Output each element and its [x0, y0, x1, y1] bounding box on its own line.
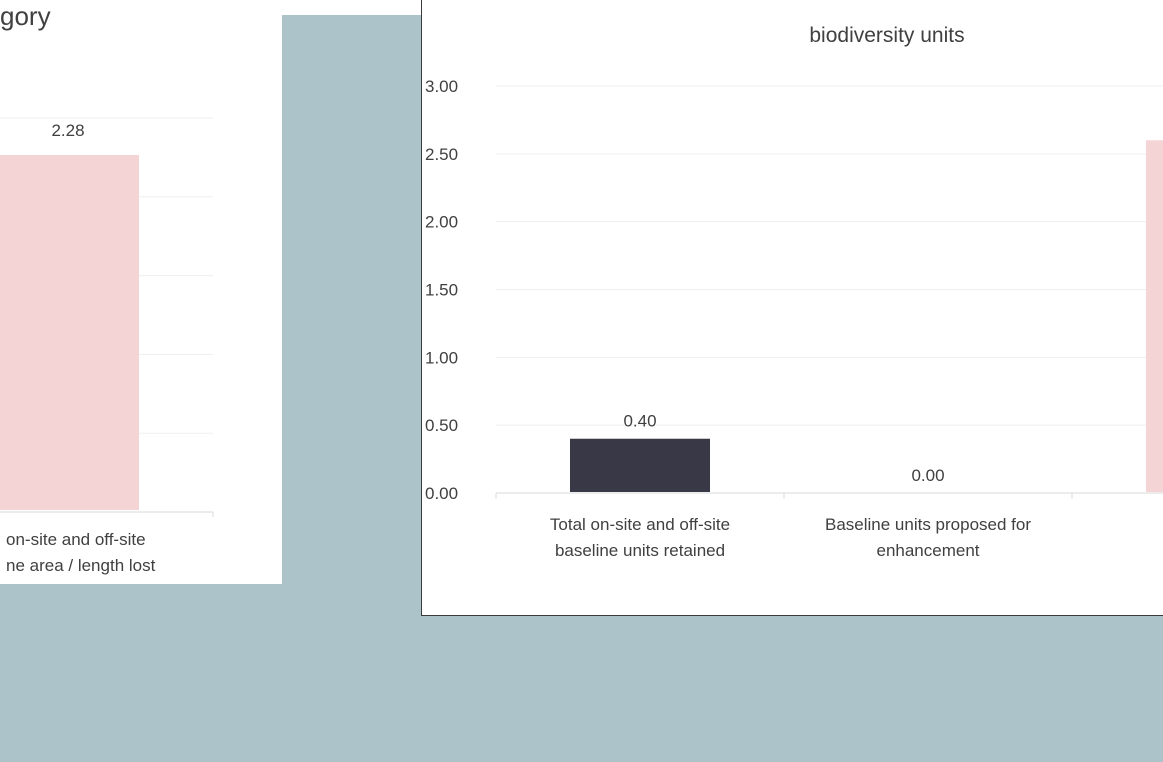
data-label: 2.28 — [51, 121, 84, 140]
chart-title: gory — [0, 1, 51, 31]
left-chart-svg: gory 2.28 on-site and off-site ne area / le… — [0, 1, 214, 575]
bar — [0, 155, 139, 510]
bar — [1146, 140, 1163, 492]
data-label: 0.40 — [623, 412, 656, 431]
y-tick-label: 2.00 — [425, 213, 458, 232]
y-tick-label: 1.50 — [425, 280, 458, 299]
y-tick-label: 0.00 — [425, 484, 458, 503]
y-tick-label: 0.50 — [425, 416, 458, 435]
bar — [570, 438, 710, 492]
x-tick-label: Total on-site and off-site — [550, 515, 730, 534]
x-tick-label: on-site and off-site — [6, 530, 146, 549]
y-tick-label: 1.00 — [425, 348, 458, 367]
right-chart-panel: biodiversity units 0.00 0.50 1.00 1.50 2.00 2.… — [421, 0, 1163, 616]
left-chart-panel: gory 2.28 on-site and off-site ne area / le… — [0, 0, 282, 584]
right-chart-svg: biodiversity units 0.00 0.50 1.00 1.50 2.00 2.… — [425, 24, 1163, 560]
chart-title: biodiversity units — [809, 24, 964, 47]
data-label: 0.00 — [911, 466, 944, 485]
y-tick-label: 3.00 — [425, 77, 458, 96]
x-tick-label: ne area / length lost — [6, 556, 156, 575]
x-tick-label: baseline units retained — [555, 541, 725, 560]
x-tick-label: enhancement — [876, 541, 979, 560]
x-tick-label: Baseline units proposed for — [825, 515, 1031, 534]
y-tick-label: 2.50 — [425, 145, 458, 164]
